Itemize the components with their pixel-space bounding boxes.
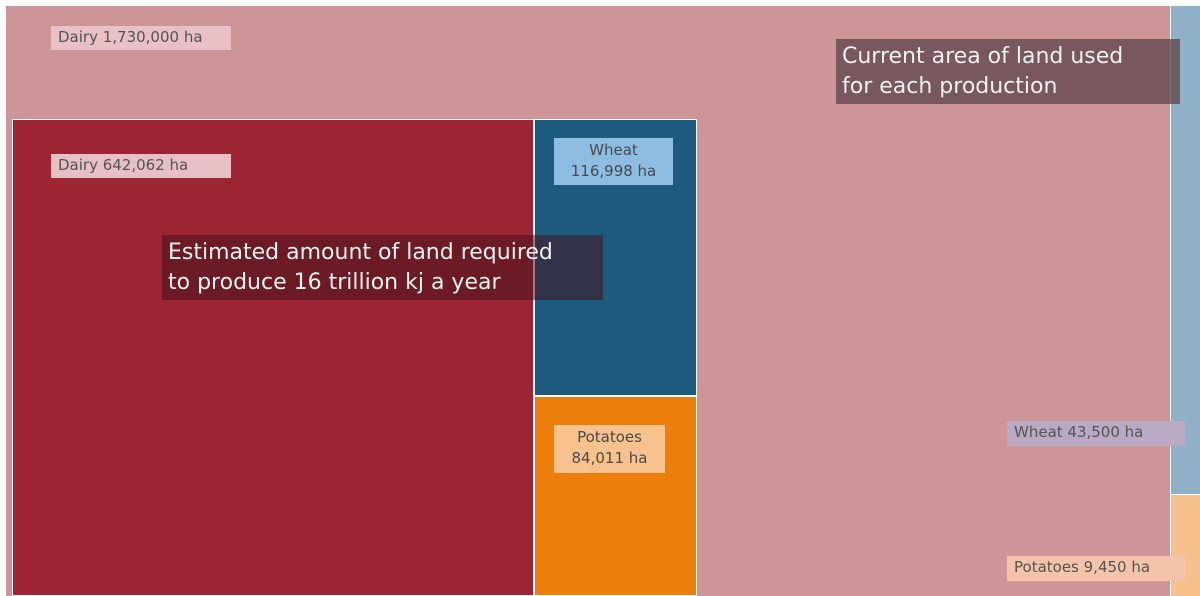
callout-required-line2: to produce 16 trillion kj a year — [168, 270, 501, 295]
data-label-required-wheat-value: 116,998 ha — [570, 162, 657, 180]
data-label-current-wheat: Wheat 43,500 ha — [1007, 421, 1185, 446]
data-label-required-wheat: Wheat 116,998 ha — [554, 138, 673, 185]
callout-current-line2: for each production — [842, 74, 1058, 99]
callout-current-line1: Current area of land used — [842, 44, 1124, 69]
data-label-required-potatoes-name: Potatoes — [577, 428, 642, 446]
data-label-required-potatoes: Potatoes 84,011 ha — [554, 425, 665, 473]
data-label-required-potatoes-value: 84,011 ha — [571, 449, 648, 467]
data-label-current-potatoes: Potatoes 9,450 ha — [1007, 556, 1185, 581]
treemap-rect-required-dairy[interactable] — [12, 119, 534, 596]
data-label-required-dairy: Dairy 642,062 ha — [51, 154, 231, 178]
callout-required-line1: Estimated amount of land required — [168, 240, 553, 265]
data-label-current-dairy: Dairy 1,730,000 ha — [51, 26, 231, 50]
data-label-required-wheat-name: Wheat — [589, 141, 638, 159]
callout-current-land: Current area of land used for each produ… — [836, 39, 1180, 104]
callout-required-land: Estimated amount of land required to pro… — [162, 235, 603, 300]
